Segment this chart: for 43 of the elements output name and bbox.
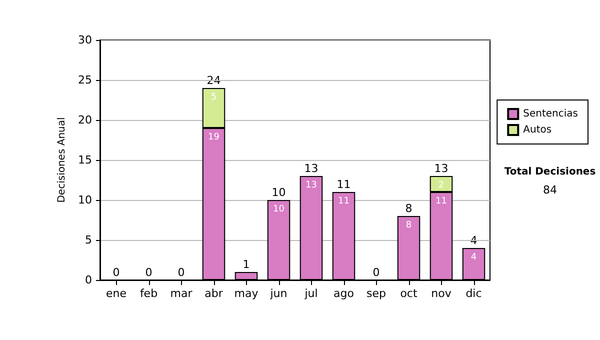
total-label: 0 bbox=[372, 266, 380, 279]
x-tick-label: nov bbox=[431, 287, 452, 300]
x-tick-label: sep bbox=[366, 287, 386, 300]
y-tick-label: 15 bbox=[78, 154, 92, 166]
total-label: 13 bbox=[304, 162, 318, 175]
legend-label: Autos bbox=[523, 124, 552, 136]
text: Total Decisiones bbox=[504, 166, 596, 178]
y-tick-label: 0 bbox=[85, 274, 92, 286]
y-axis-title: Decisiones Anual bbox=[56, 117, 68, 203]
data-label: 11 bbox=[338, 196, 350, 206]
y-tick-label: 20 bbox=[78, 114, 92, 126]
legend-label: Sentencias bbox=[523, 108, 578, 120]
y-tick-label: 30 bbox=[78, 34, 92, 46]
y-tick-label: 25 bbox=[78, 74, 92, 86]
x-tick-label: ago bbox=[334, 287, 354, 300]
text: 84 bbox=[543, 184, 557, 196]
data-label: 11 bbox=[436, 196, 447, 206]
total-label: 1 bbox=[242, 258, 250, 271]
data-label: 5 bbox=[210, 92, 217, 102]
data-label: 8 bbox=[406, 220, 412, 230]
data-label: 2 bbox=[438, 180, 444, 190]
x-tick-label: jun bbox=[269, 287, 288, 300]
x-tick-label: oct bbox=[400, 287, 418, 300]
total-label: 13 bbox=[434, 162, 448, 175]
x-tick-label: may bbox=[234, 287, 259, 300]
total-label: 0 bbox=[112, 266, 120, 279]
x-tick-label: ene bbox=[106, 287, 127, 300]
x-tick-label: mar bbox=[170, 287, 193, 300]
x-tick-label: jul bbox=[304, 287, 318, 300]
data-label: 13 bbox=[306, 180, 317, 190]
total-label: 8 bbox=[405, 202, 412, 215]
y-tick-label: 10 bbox=[78, 194, 92, 206]
x-tick-label: feb bbox=[140, 287, 158, 300]
x-tick-label: abr bbox=[204, 287, 224, 300]
data-label: 4 bbox=[470, 252, 477, 262]
total-label: 0 bbox=[178, 266, 185, 279]
data-label: 19 bbox=[208, 132, 220, 142]
data-label: 10 bbox=[273, 204, 285, 214]
x-tick-label: dic bbox=[466, 287, 482, 300]
y-tick-label: 5 bbox=[85, 234, 92, 246]
total-label: 0 bbox=[145, 266, 152, 279]
total-label: 10 bbox=[272, 186, 286, 199]
total-label: 11 bbox=[336, 178, 351, 191]
